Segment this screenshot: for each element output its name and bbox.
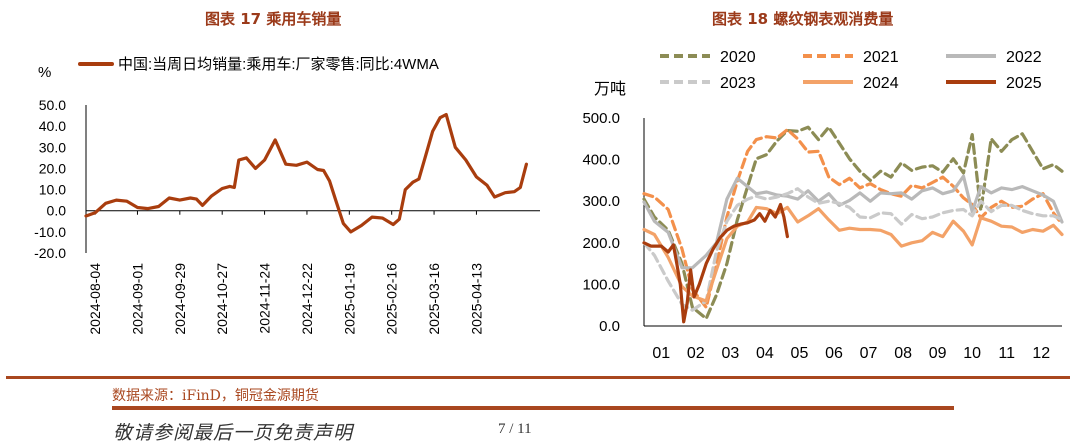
- x-tick-label: 01: [652, 345, 670, 362]
- series-line-car-sales-yoy: [84, 112, 529, 234]
- y-tick-label: 20.0: [39, 160, 66, 176]
- x-tick-label: 2024-10-27: [214, 263, 230, 335]
- y-tick-label: 0.0: [599, 318, 620, 335]
- y-tick-label: -20.0: [34, 245, 66, 261]
- legend-label-2025: 2025: [1006, 75, 1042, 92]
- footer-top-rule: [6, 376, 1070, 379]
- rebar-consumption-chart: 万吨 0.0 100.0 200.0 300.0 400.0 500.0 01 02 03 04 05…: [582, 49, 1064, 362]
- footer-bottom-rule: [112, 406, 954, 410]
- y-axis-unit: 万吨: [594, 80, 626, 98]
- x-tick-label: 12: [1032, 345, 1050, 362]
- x-tick-label: 2024-09-01: [129, 263, 145, 335]
- legend-label-2022: 2022: [1006, 49, 1042, 66]
- legend-label-2023: 2023: [720, 75, 756, 92]
- y-tick-label: 100.0: [582, 276, 620, 293]
- x-tick-label: 02: [687, 345, 705, 362]
- y-tick-label: 300.0: [582, 193, 620, 210]
- x-tick-label: 09: [929, 345, 947, 362]
- x-tick-label: 05: [791, 345, 809, 362]
- x-tick-label: 11: [998, 345, 1015, 362]
- x-tick-label: 2025-03-16: [426, 263, 442, 335]
- series-line-2024: [642, 205, 1064, 303]
- y-axis-unit: %: [38, 64, 51, 81]
- disclaimer-link[interactable]: 敬请参阅最后一页免责声明: [113, 422, 354, 444]
- x-tick-label: 04: [756, 345, 774, 362]
- x-tick-label: 2024-09-29: [172, 263, 188, 335]
- series-line-2022: [642, 174, 1064, 270]
- x-tick-label: 07: [860, 345, 878, 362]
- x-tick-label: 2024-12-22: [299, 263, 315, 335]
- page-number: 7 / 11: [498, 421, 532, 437]
- legend-label-2024: 2024: [863, 75, 899, 92]
- y-tick-label: 10.0: [39, 182, 66, 198]
- x-tick-label: 2024-08-04: [87, 263, 103, 335]
- y-tick-label: 40.0: [39, 118, 66, 134]
- x-tick-label: 03: [721, 345, 739, 362]
- x-tick-label: 06: [825, 345, 843, 362]
- series-line-2025: [642, 202, 789, 324]
- legend-label: 中国:当周日均销量:乘用车:厂家零售:同比:4WMA: [118, 56, 439, 73]
- legend-label-2021: 2021: [863, 49, 899, 66]
- x-tick-label: 2025-04-13: [468, 263, 484, 335]
- x-tick-label: 10: [963, 345, 981, 362]
- legend-label-2020: 2020: [720, 49, 756, 66]
- passenger-car-sales-chart: % 50.0 40.0 30.0 20.0 10.0 0.0 -10.0 -20.0 2024-0…: [34, 56, 540, 335]
- x-tick-label: 2024-11-24: [257, 263, 273, 334]
- y-tick-label: 500.0: [582, 110, 620, 127]
- y-tick-label: 400.0: [582, 152, 620, 169]
- series-line-2020: [642, 125, 1064, 321]
- y-tick-label: 0.0: [47, 203, 67, 219]
- y-tick-label: 50.0: [39, 97, 66, 113]
- left-chart-title: 图表 17 乘用车销量: [205, 10, 342, 28]
- y-tick-label: 30.0: [39, 139, 66, 155]
- series-line-2021: [642, 127, 1064, 309]
- y-tick-label: -10.0: [34, 224, 66, 240]
- y-tick-label: 200.0: [582, 235, 620, 252]
- x-tick-label: 08: [894, 345, 912, 362]
- right-chart-title: 图表 18 螺纹钢表观消费量: [712, 10, 894, 28]
- x-tick-label: 2025-01-19: [341, 263, 357, 335]
- series-line-2023: [642, 187, 1064, 312]
- x-tick-label: 2025-02-16: [384, 263, 400, 335]
- source-note: 数据来源：iFinD，铜冠金源期货: [112, 388, 319, 404]
